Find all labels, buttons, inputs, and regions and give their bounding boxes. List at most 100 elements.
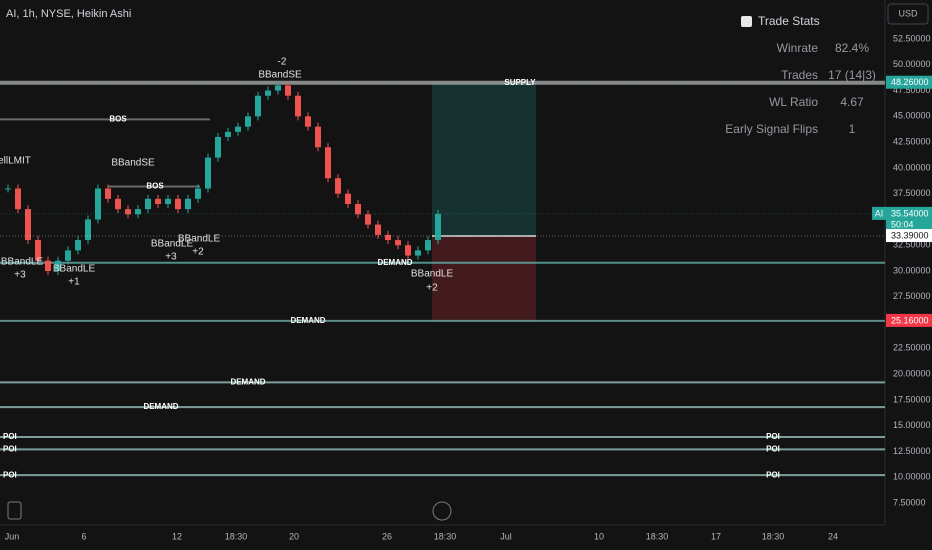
candle — [385, 234, 391, 241]
symbol-label: AI — [875, 208, 884, 218]
candle — [85, 219, 91, 241]
candle — [145, 198, 151, 210]
currency: USD — [898, 8, 918, 18]
price-label: 35.54000 — [891, 208, 929, 218]
x-tick-label: 17 — [711, 531, 721, 541]
level-label: BOS — [146, 182, 164, 191]
signal-label: BBandLE — [53, 264, 96, 275]
stat-name: Trades — [781, 68, 818, 82]
stop-zone — [432, 236, 536, 321]
signal-label: BBandLE — [411, 269, 454, 280]
candle — [115, 198, 121, 210]
x-tick-label: Jun — [5, 531, 20, 541]
y-tick-label: 47.50000 — [893, 85, 931, 95]
candle — [295, 95, 301, 117]
candle — [125, 209, 131, 215]
candle — [365, 214, 371, 225]
stats-icon — [741, 16, 752, 27]
signal-label: sellLMIT — [0, 156, 31, 167]
level-label: SUPPLY — [504, 78, 536, 87]
candle — [265, 90, 271, 96]
target-zone — [432, 82, 536, 237]
stat-name: Winrate — [777, 41, 819, 55]
y-tick-label: 27.50000 — [893, 291, 931, 301]
level-label: POI — [3, 470, 17, 479]
y-tick-label: 15.00000 — [893, 420, 931, 430]
candle — [355, 203, 361, 215]
stat-value: 17 (14|3) — [828, 68, 876, 82]
stat-value: 82.4% — [835, 41, 869, 55]
signal-label: -2 — [278, 57, 287, 68]
candle — [425, 240, 431, 251]
replay-icon[interactable] — [432, 501, 452, 521]
level-label: DEMAND — [143, 402, 178, 411]
candle — [375, 224, 381, 235]
y-tick-label: 37.50000 — [893, 188, 931, 198]
stat-name: WL Ratio — [769, 95, 818, 109]
signal-label: +2 — [192, 247, 204, 258]
x-tick-label: 18:30 — [762, 531, 785, 541]
signal-label: BBandSE — [111, 158, 155, 169]
candle — [185, 198, 191, 210]
candle — [305, 116, 311, 127]
candle — [15, 188, 21, 210]
candle — [155, 198, 161, 204]
y-tick-label: 40.00000 — [893, 162, 931, 172]
candle — [215, 136, 221, 158]
candle — [405, 245, 411, 256]
x-tick-label: 24 — [828, 531, 838, 541]
y-tick-label: 42.50000 — [893, 136, 931, 146]
x-tick-label: 10 — [594, 531, 604, 541]
candle — [45, 260, 51, 271]
price-tag — [886, 206, 932, 231]
price-tag — [886, 229, 932, 243]
x-tick-label: 12 — [172, 531, 182, 541]
level-label: POI — [766, 470, 780, 479]
candle — [175, 198, 181, 210]
candle — [25, 209, 31, 241]
candle — [335, 178, 341, 194]
candle — [245, 116, 251, 127]
candle — [95, 188, 101, 220]
x-tick-label: 20 — [289, 531, 299, 541]
y-tick-label: 7.50000 — [893, 497, 926, 507]
y-tick-label: 12.50000 — [893, 446, 931, 456]
candle — [135, 209, 141, 215]
candle — [235, 126, 241, 132]
price-tag — [886, 75, 932, 89]
candle — [55, 260, 61, 271]
x-tick-label: 18:30 — [225, 531, 248, 541]
signal-label: +3 — [14, 270, 26, 281]
candle — [5, 188, 11, 190]
y-tick-label: 52.50000 — [893, 33, 931, 43]
x-tick-label: Jul — [500, 531, 512, 541]
candle — [225, 131, 231, 137]
x-tick-label: 18:30 — [434, 531, 457, 541]
candle — [435, 213, 441, 241]
earnings-icon[interactable] — [7, 501, 22, 520]
candle — [275, 85, 281, 91]
y-tick-label: 17.50000 — [893, 394, 931, 404]
price-label: 48.26000 — [891, 77, 929, 87]
level-label: DEMAND — [230, 377, 265, 386]
currency-box[interactable] — [887, 3, 929, 25]
candle — [65, 250, 71, 261]
stat-value: 1 — [849, 122, 856, 136]
level-label: DEMAND — [290, 316, 325, 325]
stat-value: 4.67 — [840, 95, 864, 109]
signal-label: +1 — [68, 277, 80, 288]
candle — [165, 198, 171, 204]
candle — [395, 240, 401, 246]
chart-title: AI, 1h, NYSE, Heikin Ashi — [6, 8, 131, 20]
signal-label: BBandLE — [151, 239, 194, 250]
level-label: POI — [766, 444, 780, 453]
x-tick-label: 26 — [382, 531, 392, 541]
y-tick-label: 32.50000 — [893, 240, 931, 250]
price-tag — [886, 313, 932, 327]
symbol-tag — [872, 206, 886, 220]
candle — [205, 157, 211, 189]
candle — [35, 240, 41, 261]
candle — [75, 240, 81, 251]
candle — [315, 126, 321, 148]
